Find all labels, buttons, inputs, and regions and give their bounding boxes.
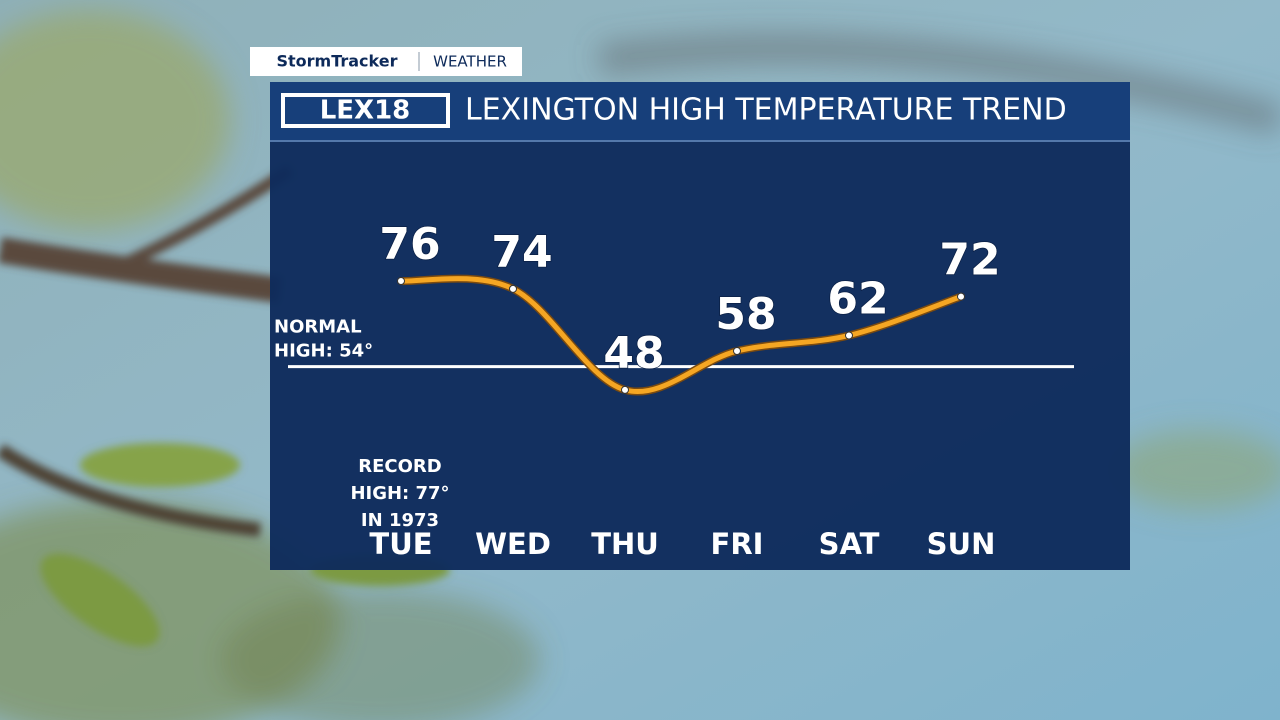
x-tick-label: THU: [591, 527, 659, 561]
point: [733, 347, 741, 356]
logo-inner: [285, 97, 446, 124]
value-label: 62: [827, 273, 888, 324]
value-label: 76: [379, 219, 440, 270]
point: [845, 331, 853, 340]
logo: LEX18: [320, 96, 411, 126]
point: [957, 292, 965, 301]
plot: NORMAL HIGH: 54° RECORD HIGH: 77° IN 1973 76 7…: [274, 218, 1074, 561]
x-tick-label: SUN: [927, 527, 996, 561]
value-label: 48: [603, 328, 664, 379]
x-tick-label: FRI: [711, 527, 764, 561]
x-tick-label: TUE: [369, 527, 432, 561]
point: [621, 385, 629, 394]
record-annotation: RECORD: [358, 456, 441, 477]
brand-tag: [250, 47, 522, 76]
point: [397, 277, 405, 286]
x-tick-label: WED: [475, 527, 551, 561]
panel: [270, 82, 1130, 570]
value-label: 74: [491, 227, 552, 278]
section: WEATHER: [433, 53, 507, 71]
chart-title: LEXINGTON HIGH TEMPERATURE TREND: [465, 93, 1067, 128]
normal-label: NORMAL: [274, 317, 362, 338]
value-label: 58: [715, 289, 776, 340]
normal-label: HIGH: 54°: [274, 341, 373, 362]
background-foliage: [0, 10, 1280, 720]
point: [509, 284, 517, 293]
brand: StormTracker: [276, 52, 397, 71]
value-label: 72: [939, 235, 1000, 286]
x-tick-label: SAT: [819, 527, 880, 561]
record-annotation: HIGH: 77°: [350, 483, 449, 504]
trend-line: [398, 276, 964, 394]
record-annotation: IN 1973: [361, 510, 439, 531]
